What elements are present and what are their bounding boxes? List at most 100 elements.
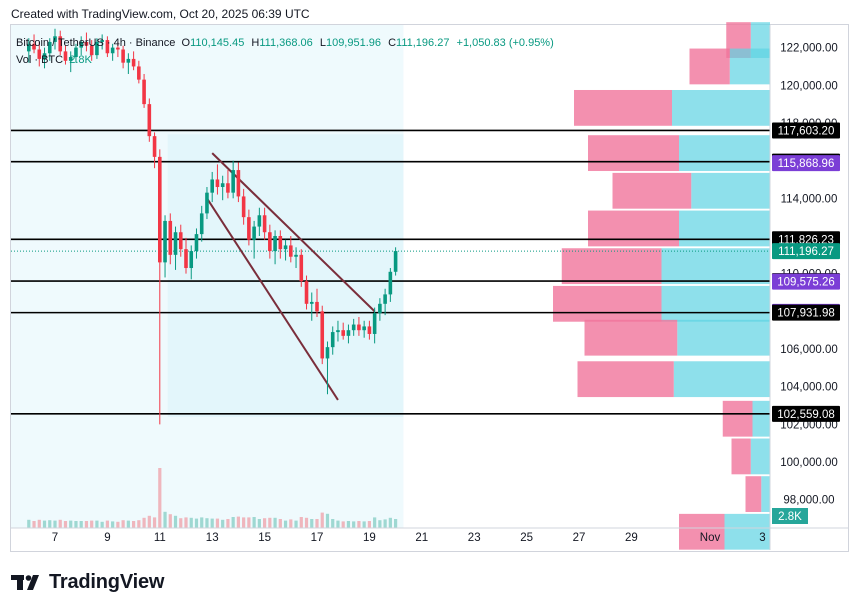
candle-body-16 xyxy=(110,47,115,54)
high-value: 111,368.06 xyxy=(259,37,313,49)
price-tick-label: 120,000.00 xyxy=(780,80,838,92)
time-tick-label: Nov xyxy=(700,532,721,544)
volume-bar-15 xyxy=(105,520,109,528)
volume-bar-47 xyxy=(273,517,277,528)
volume-label[interactable]: Vol · BTC xyxy=(16,54,64,66)
candle-body-33 xyxy=(199,213,204,235)
volume-bar-51 xyxy=(294,520,298,528)
volume-bar-7 xyxy=(63,521,68,528)
candle-body-52 xyxy=(299,254,304,282)
volume-profile-up-12 xyxy=(761,476,770,512)
volume-bar-63 xyxy=(357,521,361,528)
volume-bar-0 xyxy=(27,519,31,528)
volume-bar-12 xyxy=(90,520,94,528)
volume-profile-down-2 xyxy=(574,89,672,126)
candle-body-26 xyxy=(163,220,167,263)
symbol-label[interactable]: Bitcoin / TetherUS · 4h · Binance xyxy=(16,37,176,49)
volume-bar-67 xyxy=(378,520,382,528)
candle-body-11 xyxy=(84,41,89,46)
volume-profile-down-4 xyxy=(612,172,692,209)
volume-bar-66 xyxy=(373,517,377,528)
volume-bar-31 xyxy=(189,517,193,528)
close-key: C xyxy=(388,37,397,49)
candle-body-59 xyxy=(336,330,340,333)
level-label-bg-2 xyxy=(772,155,840,172)
candle-body-56 xyxy=(320,311,325,359)
level-label-8: 107,931.98 xyxy=(777,308,835,320)
level-label-bg-4 xyxy=(772,243,840,260)
volume-bar-57 xyxy=(325,513,330,528)
volume-bar-40 xyxy=(236,516,240,528)
volume-profile-up-2 xyxy=(672,89,770,126)
candle-body-2 xyxy=(37,49,42,59)
volume-profile-down-3 xyxy=(588,135,679,172)
close-value: 111,196.27 xyxy=(396,37,450,49)
candle-body-14 xyxy=(100,40,104,42)
volume-profile-down-6 xyxy=(561,248,662,285)
candle-body-8 xyxy=(68,57,73,61)
volume-bar-13 xyxy=(95,520,99,528)
candle-body-32 xyxy=(194,234,199,252)
candle-body-62 xyxy=(351,324,356,331)
time-tick-label: 13 xyxy=(206,532,219,544)
candle-body-57 xyxy=(325,347,330,359)
candle-body-39 xyxy=(231,170,235,193)
volume-bar-68 xyxy=(383,519,387,528)
time-tick-label: 21 xyxy=(415,532,428,544)
volume-bar-5 xyxy=(53,520,57,528)
volume-bar-52 xyxy=(299,517,303,528)
candle-body-53 xyxy=(304,281,309,304)
candle-body-4 xyxy=(47,41,52,54)
volume-bar-37 xyxy=(221,519,225,528)
volume-bar-55 xyxy=(315,519,319,528)
time-tick-label: 17 xyxy=(311,532,324,544)
tradingview-logo-text: TradingView xyxy=(49,570,165,593)
candle-body-23 xyxy=(147,104,152,137)
level-label-4: 111,196.27 xyxy=(778,246,834,258)
tradingview-logo[interactable]: TradingView xyxy=(11,571,164,593)
volume-bar-61 xyxy=(346,521,351,528)
time-tick-label: 27 xyxy=(573,532,586,544)
volume-bar-62 xyxy=(352,521,356,528)
volume-bar-49 xyxy=(283,520,288,528)
volume-bar-38 xyxy=(226,519,230,528)
volume-bar-24 xyxy=(152,517,157,528)
volume-bar-1 xyxy=(32,521,36,528)
price-tick-label: 102,000.00 xyxy=(780,419,838,431)
price-tick-label: 122,000.00 xyxy=(780,43,838,55)
volume-bar-69 xyxy=(388,517,392,528)
candle-body-50 xyxy=(289,245,293,257)
volume-bar-29 xyxy=(179,518,183,528)
volume-bar-30 xyxy=(184,517,188,528)
volume-profile-down-7 xyxy=(553,285,662,322)
volume-bar-4 xyxy=(48,520,52,528)
volume-bar-42 xyxy=(247,517,251,528)
candle-body-5 xyxy=(53,36,57,42)
time-tick-label: 7 xyxy=(52,532,58,544)
volume-bar-34 xyxy=(205,518,209,528)
candle-body-58 xyxy=(330,332,335,348)
tradingview-logo-icon xyxy=(11,575,39,590)
volume-bar-2 xyxy=(37,519,41,528)
candle-body-60 xyxy=(341,330,345,336)
volume-bar-32 xyxy=(194,518,199,528)
volume-bar-45 xyxy=(263,518,267,528)
volume-axis-label-bg xyxy=(772,508,808,524)
created-with-caption: Created with TradingView.com, Oct 20, 20… xyxy=(11,7,310,21)
time-tick-label: 29 xyxy=(625,532,638,544)
volume-profile-up-9 xyxy=(673,361,770,398)
candle-body-31 xyxy=(189,251,194,269)
candle-body-42 xyxy=(247,217,251,240)
volume-row: Vol · BTC 2.8K xyxy=(16,52,558,69)
volume-bar-10 xyxy=(79,521,83,528)
volume-bar-64 xyxy=(362,521,366,528)
volume-profile-down-11 xyxy=(731,438,751,475)
price-tick-label: 100,000.00 xyxy=(780,457,838,469)
volume-bar-58 xyxy=(331,519,335,528)
candle-body-54 xyxy=(309,301,314,304)
candle-body-29 xyxy=(178,232,183,250)
volume-bar-3 xyxy=(42,520,47,528)
volume-bar-39 xyxy=(231,517,235,528)
volume-bar-11 xyxy=(84,521,89,528)
